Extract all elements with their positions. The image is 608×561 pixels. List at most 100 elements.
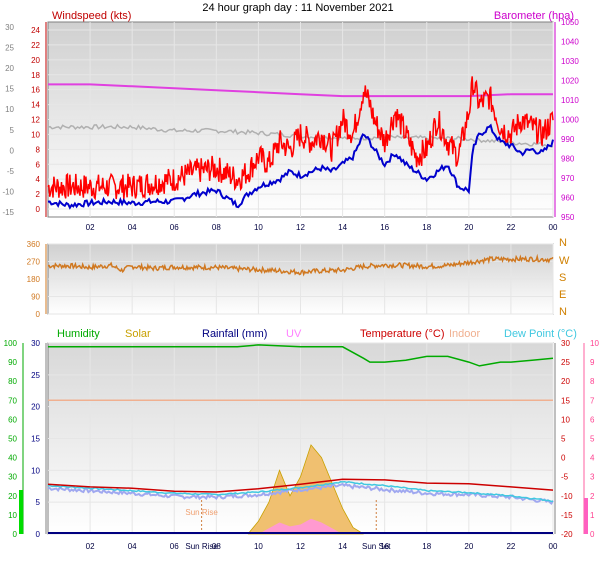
- humidity-line: [48, 344, 554, 367]
- legend-item: UV: [286, 328, 302, 340]
- x-tick-label: 16: [380, 542, 389, 551]
- windspeed-tick-label: 20: [31, 56, 40, 65]
- windspeed-tick-label: 14: [31, 101, 40, 110]
- panel-3-legend: Humidity Solar Rainfall (mm) UV Temperature …: [57, 328, 577, 340]
- far-left-tick-label: 0: [10, 146, 15, 155]
- barometer-tick-label: 1010: [561, 96, 579, 105]
- temperature-right-tick-label: -5: [561, 473, 569, 482]
- panel-2-grid: [48, 243, 554, 315]
- temperature-left-tick-label: 20: [31, 403, 40, 412]
- humidity-tick-label: 80: [8, 377, 17, 386]
- x-tick-label: 22: [506, 542, 515, 551]
- humidity-tick-label: 50: [8, 435, 17, 444]
- x-tick-label: 08: [212, 542, 221, 551]
- temperature-left-tick-label: 10: [31, 466, 40, 475]
- direction-tick-label: 270: [27, 258, 41, 267]
- temperature-right-tick-label: -15: [561, 511, 573, 520]
- x-tick-label: 18: [422, 223, 431, 232]
- barometer-tick-label: 990: [561, 135, 575, 144]
- x-tick-label: 06: [170, 542, 179, 551]
- windspeed-axis-label: Windspeed (kts): [52, 10, 131, 22]
- humidity-color-bar: [19, 490, 23, 534]
- direction-tick-label: 180: [27, 275, 41, 284]
- direction-tick-label: 90: [31, 293, 40, 302]
- panel-1-ticks: 024681012141618202224-15-10-505101520253…: [2, 18, 579, 232]
- temperature-right-tick-label: -20: [561, 530, 573, 539]
- far-left-tick-label: 20: [5, 64, 14, 73]
- x-tick-label: 02: [86, 542, 95, 551]
- wind-direction-line: [47, 253, 554, 277]
- humidity-tick-label: 100: [4, 339, 18, 348]
- far-left-tick-label: 5: [10, 126, 15, 135]
- barometer-tick-label: 1000: [561, 116, 579, 125]
- windspeed-tick-label: 8: [36, 145, 41, 154]
- wind-average-line: [47, 123, 554, 210]
- far-left-tick-label: -10: [2, 187, 14, 196]
- uv-area: [258, 518, 343, 534]
- humidity-tick-label: 20: [8, 492, 17, 501]
- uv-tick-label: 5: [590, 435, 595, 444]
- panel-3-series: Sun Rise Sun Rise Sun Set: [47, 344, 554, 551]
- panel-3-ticks: 0510152025300102030405060708090100-20-15…: [4, 339, 600, 551]
- barometer-tick-label: 950: [561, 213, 575, 222]
- uv-tick-label: 2: [590, 492, 595, 501]
- x-tick-label: 02: [86, 223, 95, 232]
- uv-tick-label: 10: [590, 339, 599, 348]
- compass-label: N: [559, 306, 567, 318]
- compass-label: N: [559, 237, 567, 249]
- humidity-tick-label: 0: [13, 530, 18, 539]
- far-left-tick-label: 30: [5, 23, 14, 32]
- uv-color-bar: [584, 498, 588, 534]
- wind-gust-line: [47, 76, 554, 201]
- sunrise-axis-annotation: Sun Rise: [185, 542, 218, 551]
- temperature-humidity-panel: Humidity Solar Rainfall (mm) UV Temperature …: [4, 328, 600, 551]
- windspeed-tick-label: 4: [36, 175, 41, 184]
- temperature-right-tick-label: 0: [561, 454, 566, 463]
- x-tick-label: 20: [464, 223, 473, 232]
- sunset-axis-annotation: Sun Set: [362, 542, 391, 551]
- windspeed-tick-label: 16: [31, 86, 40, 95]
- far-left-tick-label: -5: [7, 167, 15, 176]
- x-tick-label: 10: [254, 223, 263, 232]
- temperature-left-tick-label: 15: [31, 435, 40, 444]
- windspeed-tick-label: 24: [31, 26, 40, 35]
- windspeed-tick-label: 10: [31, 130, 40, 139]
- far-left-tick-label: 10: [5, 105, 14, 114]
- humidity-tick-label: 30: [8, 473, 17, 482]
- x-tick-label: 18: [422, 542, 431, 551]
- direction-tick-label: 0: [36, 310, 41, 319]
- x-tick-label: 00: [549, 223, 558, 232]
- sunrise-annotation: Sun Rise: [185, 508, 218, 517]
- temperature-right-tick-label: 30: [561, 339, 570, 348]
- barometer-tick-label: 970: [561, 174, 575, 183]
- temperature-left-tick-label: 5: [36, 498, 41, 507]
- compass-label: S: [559, 272, 566, 284]
- compass-label: E: [559, 289, 566, 301]
- legend-item: Solar: [125, 328, 151, 340]
- uv-tick-label: 7: [590, 396, 595, 405]
- x-tick-label: 20: [464, 542, 473, 551]
- temperature-left-tick-label: 25: [31, 371, 40, 380]
- x-tick-label: 22: [506, 223, 515, 232]
- uv-tick-label: 1: [590, 511, 595, 520]
- far-left-tick-label: -15: [2, 208, 14, 217]
- uv-tick-label: 0: [590, 530, 595, 539]
- x-tick-label: 06: [170, 223, 179, 232]
- uv-tick-label: 8: [590, 377, 595, 386]
- panel-1-series: [47, 76, 554, 210]
- barometer-axis-label: Barometer (hpa): [494, 10, 574, 22]
- barometer-tick-label: 1050: [561, 18, 579, 27]
- temperature-right-tick-label: 5: [561, 435, 566, 444]
- windspeed-tick-label: 22: [31, 41, 40, 50]
- x-tick-label: 14: [338, 542, 347, 551]
- humidity-tick-label: 70: [8, 396, 17, 405]
- barometer-tick-label: 1020: [561, 77, 579, 86]
- barometer-tick-label: 1030: [561, 57, 579, 66]
- temperature-right-tick-label: 20: [561, 377, 570, 386]
- x-tick-label: 04: [128, 223, 137, 232]
- humidity-tick-label: 40: [8, 454, 17, 463]
- dew-point-line: [47, 480, 554, 503]
